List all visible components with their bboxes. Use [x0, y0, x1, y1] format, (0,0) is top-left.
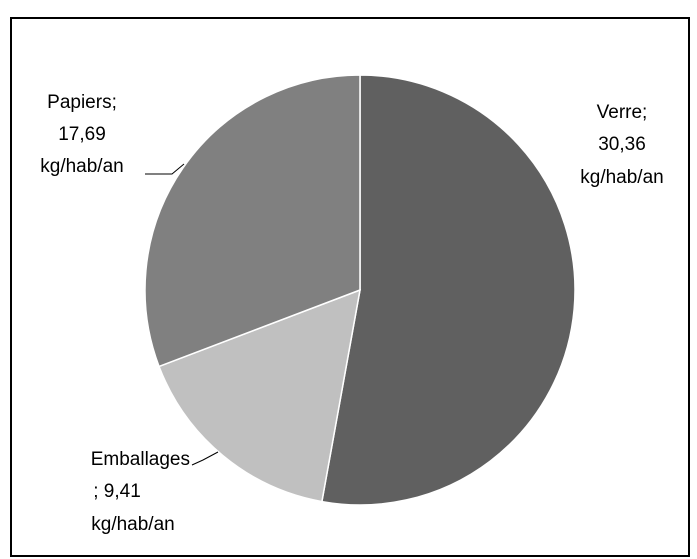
data-label: kg/hab/an [40, 156, 123, 177]
pie [144, 74, 576, 506]
data-label: Emballages [91, 449, 190, 470]
leader-line [145, 163, 185, 175]
data-label: 17,69 [58, 124, 106, 145]
clipped-title-strip [0, 0, 697, 14]
leader-line [191, 451, 219, 466]
labels: Verre; 30,36 kg/hab/an Emballages ; 9,41 kg/h… [40, 92, 663, 535]
data-label: kg/hab/an [91, 514, 174, 535]
data-label: ; 9,41 [93, 481, 141, 502]
data-label: kg/hab/an [580, 167, 663, 188]
pie-slice [144, 74, 361, 368]
data-label: 30,36 [598, 134, 646, 155]
pie-slice [321, 74, 576, 506]
data-label: Papiers; [47, 92, 117, 113]
pie-slice [158, 288, 361, 503]
data-label: Verre; [597, 102, 648, 123]
